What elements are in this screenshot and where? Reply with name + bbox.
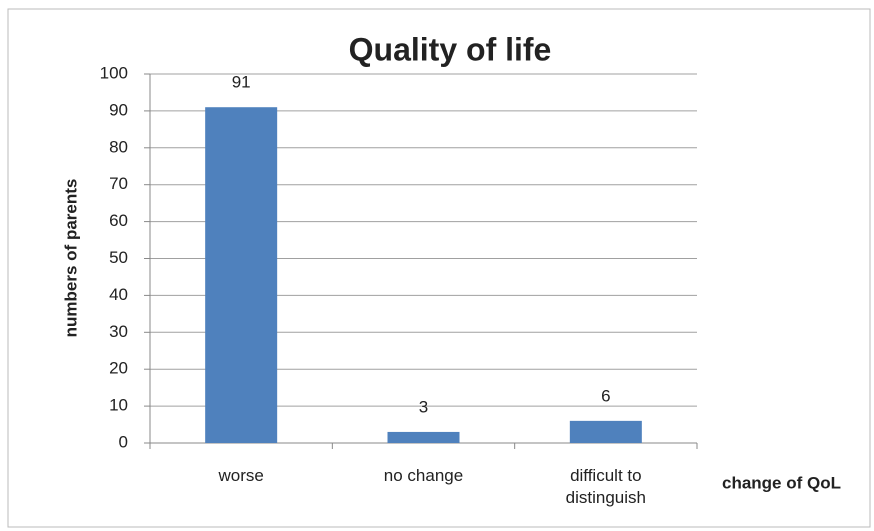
y-tick-label: 60 (109, 211, 128, 230)
y-tick-label: 40 (109, 285, 128, 304)
data-label: 3 (419, 397, 428, 416)
bar (205, 107, 278, 444)
chart-title: Quality of life (349, 31, 552, 67)
y-tick-label: 70 (109, 174, 128, 193)
data-label: 6 (601, 386, 610, 405)
x-axis-label: change of QoL (722, 473, 841, 492)
y-axis-label: numbers of parents (61, 179, 80, 338)
y-tick-label: 80 (109, 137, 128, 156)
data-label: 91 (232, 73, 251, 92)
chart-frame (7, 8, 871, 528)
x-tick-label: no change (383, 466, 464, 485)
bar (569, 420, 642, 443)
y-tick-label: 10 (109, 396, 128, 415)
y-tick-label: 20 (109, 359, 128, 378)
y-tick-label: 100 (100, 63, 128, 82)
y-tick-label: 50 (109, 248, 128, 267)
y-tick-label: 30 (109, 322, 128, 341)
x-tick-label: worse (218, 466, 264, 485)
y-tick-label: 90 (109, 100, 128, 119)
x-tick-label: difficult to distinguish (565, 466, 646, 507)
y-tick-label: 0 (119, 432, 128, 451)
bar (387, 431, 460, 443)
